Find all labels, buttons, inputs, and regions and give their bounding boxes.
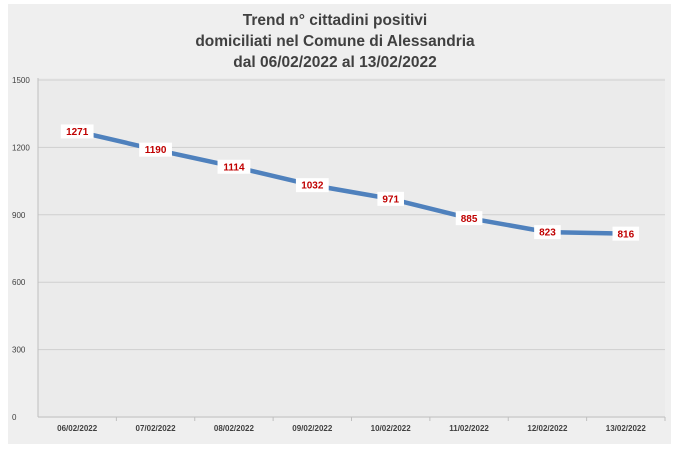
y-tick-label: 900 <box>12 211 26 220</box>
data-label: 1032 <box>295 178 329 193</box>
y-tick-label: 300 <box>12 346 26 355</box>
x-tick-label: 08/02/2022 <box>214 424 255 433</box>
data-label-background <box>295 178 329 193</box>
data-label-background <box>534 225 561 240</box>
data-label-text: 1190 <box>145 145 167 156</box>
y-tick-label: 1500 <box>12 76 30 85</box>
data-label-text: 816 <box>617 229 634 240</box>
data-label: 885 <box>455 211 483 226</box>
y-tick-label: 1200 <box>12 143 30 152</box>
data-label-background <box>612 226 640 241</box>
data-label-background <box>60 124 94 139</box>
data-label: 1271 <box>60 124 94 139</box>
chart-title: Trend n° cittadini positivi domiciliati … <box>195 12 475 71</box>
data-label-text: 971 <box>382 194 399 205</box>
data-label: 823 <box>534 225 561 240</box>
chart-title-line-3: dal 06/02/2022 al 13/02/2022 <box>233 54 436 71</box>
data-label-text: 1032 <box>301 181 324 192</box>
x-tick-label: 13/02/2022 <box>606 424 647 433</box>
x-tick-label: 10/02/2022 <box>371 424 412 433</box>
data-label-text: 885 <box>461 214 478 225</box>
x-tick-label: 11/02/2022 <box>449 424 489 433</box>
data-label-background <box>455 211 483 226</box>
data-label-text: 823 <box>539 228 556 239</box>
chart-title-line-2: domiciliati nel Comune di Alessandria <box>195 33 475 50</box>
x-tick-label: 07/02/2022 <box>136 424 177 433</box>
y-tick-label: 0 <box>12 413 17 422</box>
plot-area <box>38 78 665 418</box>
chart-title-line-1: Trend n° cittadini positivi <box>243 12 427 29</box>
data-label: 1114 <box>217 159 251 174</box>
y-tick-label: 600 <box>12 278 26 287</box>
data-label-text: 1114 <box>223 162 245 173</box>
x-tick-label: 06/02/2022 <box>57 424 98 433</box>
data-labels: 1271 1190 1114 1032 971 885 823 816 <box>60 124 640 241</box>
data-label-text: 1271 <box>66 127 89 138</box>
data-label: 816 <box>612 226 640 241</box>
data-label-background <box>377 191 404 206</box>
data-label: 971 <box>377 191 404 206</box>
y-axis: 0 300 600 900 1200 1500 <box>12 76 39 422</box>
data-label: 1190 <box>139 142 172 157</box>
x-axis: 06/02/2022 07/02/2022 08/02/2022 09/02/2022… <box>38 416 666 433</box>
x-tick-label: 09/02/2022 <box>292 424 333 433</box>
data-label-background <box>217 159 251 174</box>
data-label-background <box>139 142 172 157</box>
x-tick-label: 12/02/2022 <box>527 424 568 433</box>
